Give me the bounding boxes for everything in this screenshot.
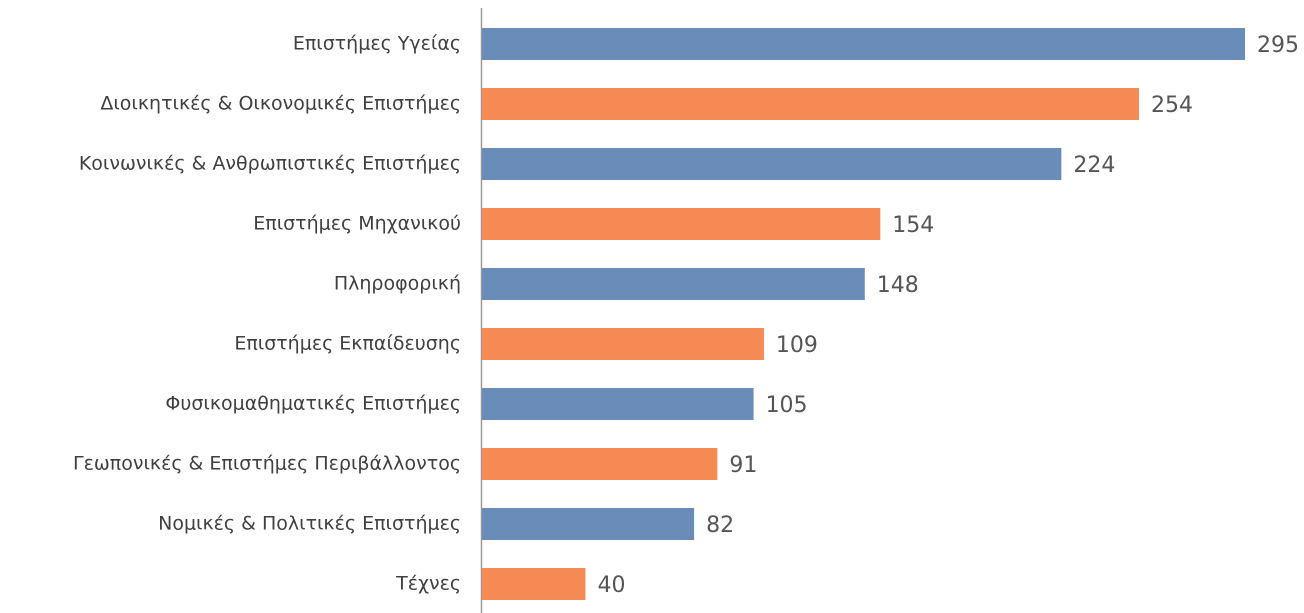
bar bbox=[482, 148, 1062, 180]
category-label: Διοικητικές & Οικονομικές Επιστήμες bbox=[100, 93, 461, 115]
bar bbox=[482, 28, 1245, 60]
bar bbox=[482, 328, 764, 360]
value-label: 105 bbox=[766, 393, 808, 418]
bar bbox=[482, 268, 865, 300]
value-label: 40 bbox=[597, 573, 625, 598]
bar bbox=[482, 388, 754, 420]
value-label: 109 bbox=[776, 333, 818, 358]
value-label: 91 bbox=[729, 453, 757, 478]
category-label: Επιστήμες Εκπαίδευσης bbox=[234, 333, 461, 355]
value-label: 82 bbox=[706, 513, 734, 538]
category-label: Γεωπονικές & Επιστήμες Περιβάλλοντος bbox=[73, 453, 461, 475]
category-label: Φυσικομαθηματικές Επιστήμες bbox=[165, 393, 461, 415]
value-label: 148 bbox=[877, 273, 919, 298]
bar bbox=[482, 448, 718, 480]
value-label: 224 bbox=[1073, 153, 1115, 178]
bar bbox=[482, 88, 1139, 120]
category-label: Νομικές & Πολιτικές Επιστήμες bbox=[158, 513, 461, 535]
bar bbox=[482, 508, 695, 540]
value-label: 254 bbox=[1151, 93, 1193, 118]
bar bbox=[482, 208, 881, 240]
category-label: Επιστήμες Μηχανικού bbox=[253, 213, 461, 235]
category-label: Πληροφορική bbox=[334, 273, 461, 295]
bar bbox=[482, 568, 586, 600]
category-label: Επιστήμες Υγείας bbox=[293, 33, 461, 55]
category-label: Τέχνες bbox=[395, 573, 461, 595]
value-label: 154 bbox=[892, 213, 934, 238]
value-label: 295 bbox=[1257, 33, 1299, 58]
category-label: Κοινωνικές & Ανθρωπιστικές Επιστήμες bbox=[79, 153, 461, 175]
